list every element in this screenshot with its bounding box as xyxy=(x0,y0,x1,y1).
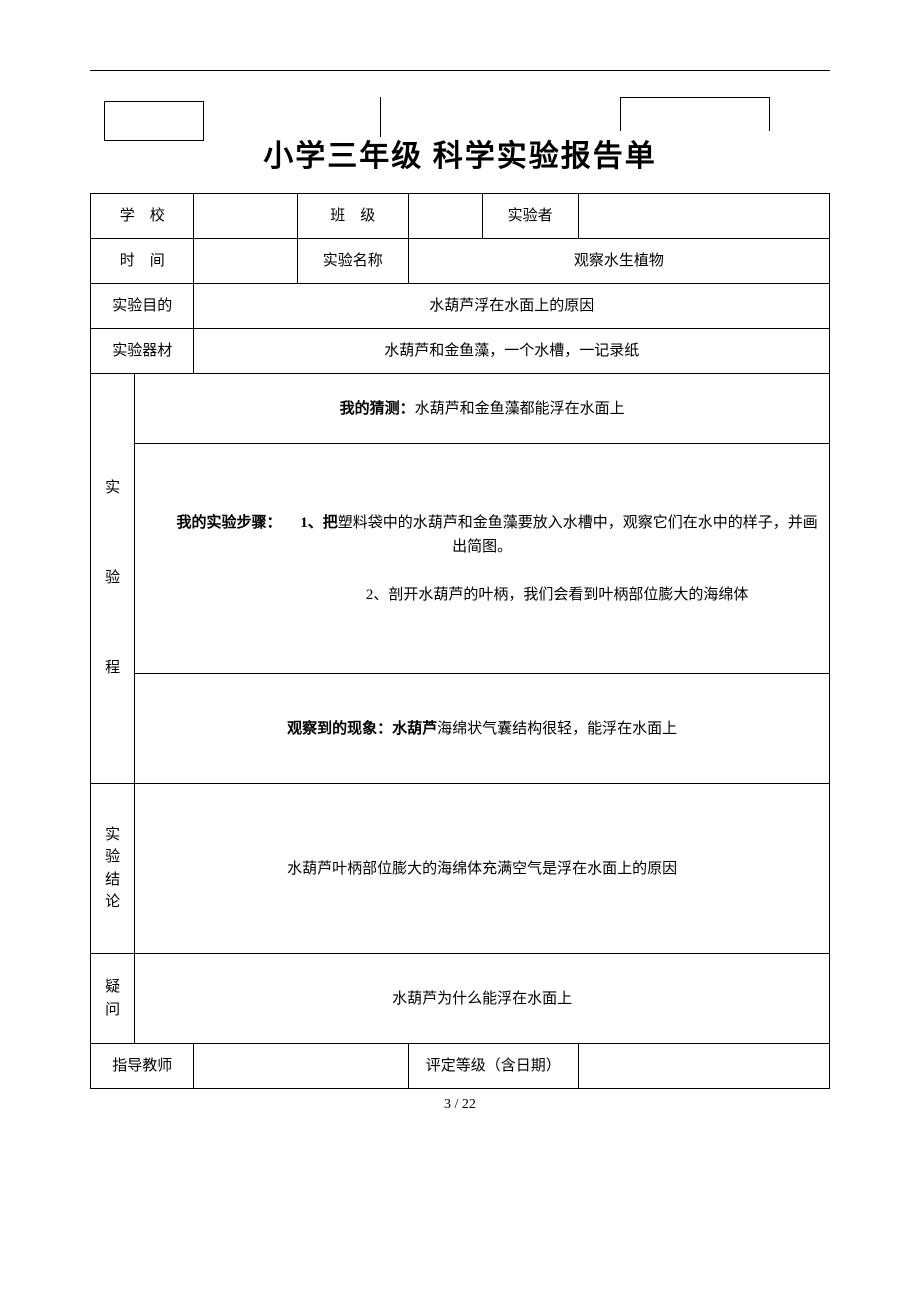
label-conclusion: 实 验 结 论 xyxy=(91,784,135,954)
header-divider xyxy=(380,97,381,137)
value-school xyxy=(194,194,297,239)
value-grade xyxy=(578,1044,829,1089)
conclusion-char-3: 结 xyxy=(105,872,120,888)
value-teacher xyxy=(194,1044,408,1089)
process-char-1: 实 xyxy=(105,480,120,496)
header-box-left xyxy=(104,101,204,141)
question-char-1: 疑 xyxy=(105,979,120,995)
cell-guess: 我的猜测：水葫芦和金鱼藻都能浮在水面上 xyxy=(135,374,830,444)
value-exp-name: 观察水生植物 xyxy=(408,239,829,284)
conclusion-char-2: 验 xyxy=(105,849,120,865)
row-conclusion: 实 验 结 论 水葫芦叶柄部位膨大的海绵体充满空气是浮在水面上的原因 xyxy=(91,784,830,954)
row-observation: 观察到的现象：水葫芦海绵状气囊结构很轻，能浮在水面上 xyxy=(91,674,830,784)
report-table: 学 校 班 级 实验者 时 间 实验名称 观察水生植物 实验目的 水葫芦浮在水面… xyxy=(90,193,830,1089)
label-question: 疑 问 xyxy=(91,954,135,1044)
header-box-right xyxy=(620,97,770,131)
value-question: 水葫芦为什么能浮在水面上 xyxy=(135,954,830,1044)
step-2: 2、剖开水葫芦的叶柄，我们会看到叶柄部位膨大的海绵体 xyxy=(143,583,821,607)
label-experimenter: 实验者 xyxy=(482,194,578,239)
obs-text: 海绵状气囊结构很轻，能浮在水面上 xyxy=(437,721,677,737)
page-footer: 3 / 22 xyxy=(90,1097,830,1113)
value-class xyxy=(408,194,482,239)
row-guess: 实 验 程 我的猜测：水葫芦和金鱼藻都能浮在水面上 xyxy=(91,374,830,444)
label-exp-name: 实验名称 xyxy=(297,239,408,284)
obs-bold: 水葫芦 xyxy=(392,721,437,737)
question-char-2: 问 xyxy=(105,1002,120,1018)
row-footer: 指导教师 评定等级（含日期） xyxy=(91,1044,830,1089)
label-class: 班 级 xyxy=(297,194,408,239)
row-steps: 我的实验步骤： 1、把塑料袋中的水葫芦和金鱼藻要放入水槽中，观察它们在水中的样子… xyxy=(91,444,830,674)
label-teacher: 指导教师 xyxy=(91,1044,194,1089)
cell-steps: 我的实验步骤： 1、把塑料袋中的水葫芦和金鱼藻要放入水槽中，观察它们在水中的样子… xyxy=(135,444,830,674)
conclusion-char-1: 实 xyxy=(105,827,120,843)
row-header-1: 学 校 班 级 实验者 xyxy=(91,194,830,239)
conclusion-char-4: 论 xyxy=(105,894,120,910)
label-process: 实 验 程 xyxy=(91,374,135,784)
row-purpose: 实验目的 水葫芦浮在水面上的原因 xyxy=(91,284,830,329)
row-equipment: 实验器材 水葫芦和金鱼藻，一个水槽，一记录纸 xyxy=(91,329,830,374)
value-equipment: 水葫芦和金鱼藻，一个水槽，一记录纸 xyxy=(194,329,830,374)
process-char-3: 程 xyxy=(105,660,120,676)
steps-label: 我的实验步骤： xyxy=(177,515,282,531)
guess-label: 我的猜测： xyxy=(340,401,415,417)
step-1-num: 1、把 xyxy=(285,515,338,531)
row-question: 疑 问 水葫芦为什么能浮在水面上 xyxy=(91,954,830,1044)
header-boxes xyxy=(90,101,830,151)
label-school: 学 校 xyxy=(91,194,194,239)
value-experimenter xyxy=(578,194,829,239)
document-page: 小学三年级 科学实验报告单 学 校 班 级 实验者 时 间 实验名称 观察水生植… xyxy=(0,0,920,1153)
guess-text: 水葫芦和金鱼藻都能浮在水面上 xyxy=(415,401,625,417)
label-equipment: 实验器材 xyxy=(91,329,194,374)
value-purpose: 水葫芦浮在水面上的原因 xyxy=(194,284,830,329)
label-grade: 评定等级（含日期） xyxy=(408,1044,578,1089)
value-conclusion: 水葫芦叶柄部位膨大的海绵体充满空气是浮在水面上的原因 xyxy=(135,784,830,954)
label-time: 时 间 xyxy=(91,239,194,284)
row-header-2: 时 间 实验名称 观察水生植物 xyxy=(91,239,830,284)
process-char-2: 验 xyxy=(105,570,120,586)
value-time xyxy=(194,239,297,284)
header-rule xyxy=(90,70,830,71)
cell-observation: 观察到的现象：水葫芦海绵状气囊结构很轻，能浮在水面上 xyxy=(135,674,830,784)
label-purpose: 实验目的 xyxy=(91,284,194,329)
obs-label: 观察到的现象： xyxy=(287,721,392,737)
step-1-text: 塑料袋中的水葫芦和金鱼藻要放入水槽中，观察它们在水中的样子，并画出简图。 xyxy=(338,515,818,555)
